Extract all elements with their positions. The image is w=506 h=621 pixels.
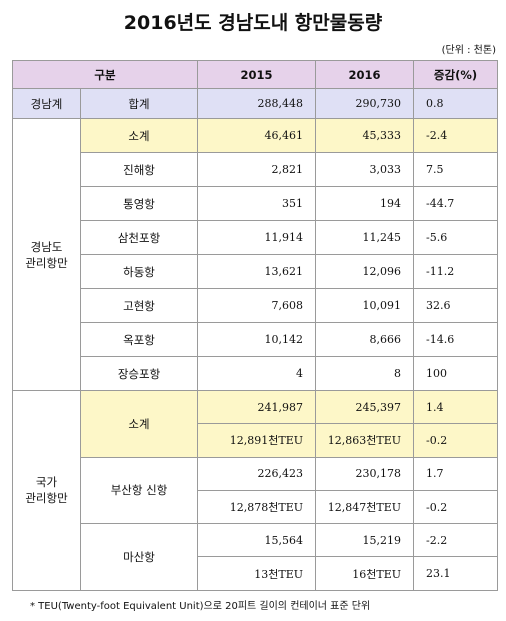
row-name: 삼천포항 — [79, 220, 199, 255]
table-row: 진해항 2,821 3,033 7.5 — [13, 152, 499, 187]
row-name: 장승포항 — [79, 356, 199, 391]
table-row: 부산항 신항 226,423 230,178 1.7 — [13, 456, 499, 525]
table-row: 통영항 351 194 -44.7 — [13, 186, 499, 221]
change-cell: 1.4 — [413, 389, 499, 425]
footnote: * TEU(Twenty-foot Equivalent Unit)으로 20피… — [30, 601, 371, 612]
row-name: 소계 — [79, 390, 199, 458]
value-cell: 12,096 — [315, 254, 415, 289]
value-cell: 351 — [197, 186, 317, 221]
row-name: 마산항 — [79, 523, 199, 591]
table-row: 경남계 합계 288,448 290,730 0.8 — [12, 88, 499, 119]
row-name: 하동항 — [79, 254, 199, 289]
value-cell: 45,333 — [315, 118, 415, 153]
value-cell: 3,033 — [315, 152, 415, 187]
value-cell: 226,423 — [197, 456, 317, 491]
header-cell: 2016 — [315, 60, 415, 89]
value-cell: 245,397 — [315, 389, 415, 425]
value-cell: 290,730 — [315, 88, 415, 119]
change-cell: 100 — [413, 356, 499, 391]
change-cell: 0.8 — [413, 88, 499, 119]
table-row: 12,891천TEU 12,863천TEU -0.2 — [13, 423, 499, 458]
change-cell: -44.7 — [413, 186, 499, 221]
group-label-line: 관리항만 — [25, 255, 68, 270]
table-row: 12,878천TEU 12,847천TEU -0.2 — [13, 489, 499, 525]
row-name: 진해항 — [79, 152, 199, 187]
value-cell: 10,091 — [315, 288, 415, 323]
row-name: 부산항 신항 — [79, 456, 199, 525]
value-cell: 11,245 — [315, 220, 415, 255]
value-cell: 12,847천TEU — [315, 489, 415, 525]
change-cell: 7.5 — [413, 152, 499, 187]
value-cell: 12,863천TEU — [315, 423, 415, 458]
value-cell: 7,608 — [197, 288, 317, 323]
value-cell: 11,914 — [197, 220, 317, 255]
value-cell: 4 — [197, 356, 317, 391]
header-cell: 2015 — [197, 60, 317, 89]
value-cell: 13,621 — [197, 254, 317, 289]
table-row: 옥포항 10,142 8,666 -14.6 — [13, 322, 499, 357]
value-cell: 8 — [315, 356, 415, 391]
group-label: 경남도 관리항만 — [12, 118, 81, 391]
change-cell: 23.1 — [413, 556, 499, 591]
group-label-line: 관리항만 — [25, 491, 68, 506]
group-label: 경남계 — [12, 88, 81, 119]
row-name: 통영항 — [79, 186, 199, 221]
row-name: 고현항 — [79, 288, 199, 323]
value-cell: 10,142 — [197, 322, 317, 357]
change-cell: -2.4 — [413, 118, 499, 153]
table-row: 경남도 관리항만 소계 46,461 45,333 -2.4 — [12, 118, 499, 391]
value-cell: 13천TEU — [197, 556, 317, 591]
header-cell: 증감(%) — [413, 60, 499, 89]
table-row: 고현항 7,608 10,091 32.6 — [13, 288, 499, 323]
table-row: 장승포항 4 8 100 — [13, 356, 499, 391]
table-row: 13천TEU 16천TEU 23.1 — [13, 556, 499, 591]
group-label: 국가 관리항만 — [12, 390, 81, 591]
value-cell: 12,878천TEU — [197, 489, 317, 525]
group-label-line: 경남계 — [30, 96, 63, 111]
group-label-line: 경남도 — [30, 239, 63, 254]
value-cell: 15,219 — [315, 523, 415, 558]
value-cell: 8,666 — [315, 322, 415, 357]
change-cell: -14.6 — [413, 322, 499, 357]
title: 2016년도 경남도내 항만물동량 — [123, 12, 383, 34]
value-cell: 2,821 — [197, 152, 317, 187]
change-cell: -2.2 — [413, 523, 499, 558]
table-body: 구분 2015 2016 증감(%) 경남계 합계 288,448 290,730 0.8 경남도… — [11, 60, 499, 591]
table-row: 국가 관리항만 소계 241,987 245,397 1.4 — [12, 389, 499, 591]
value-cell: 288,448 — [197, 88, 317, 119]
value-cell: 194 — [315, 186, 415, 221]
table-row: 삼천포항 11,914 11,245 -5.6 — [13, 220, 499, 255]
change-cell: -0.2 — [413, 489, 499, 525]
header-cell: 구분 — [11, 60, 199, 89]
row-name: 옥포항 — [79, 322, 199, 357]
change-cell: 32.6 — [413, 288, 499, 323]
value-cell: 15,564 — [197, 523, 317, 558]
value-cell: 241,987 — [197, 389, 317, 425]
change-cell: -5.6 — [413, 220, 499, 255]
value-cell: 16천TEU — [315, 556, 415, 591]
unit-note: (단위 : 천톤) — [441, 45, 496, 56]
table-row: 마산항 15,564 15,219 -2.2 — [13, 523, 499, 591]
header-row: 구분 2015 2016 증감(%) — [11, 60, 499, 89]
change-cell: -0.2 — [413, 423, 499, 458]
table-row: 하동항 13,621 12,096 -11.2 — [13, 254, 499, 289]
row-name: 합계 — [79, 88, 199, 119]
value-cell: 12,891천TEU — [197, 423, 317, 458]
value-cell: 230,178 — [315, 456, 415, 491]
table: 구분 2015 2016 증감(%) 경남계 합계 288,448 290,730 0.8 경남도… — [11, 60, 499, 591]
change-cell: 1.7 — [413, 456, 499, 491]
change-cell: -11.2 — [413, 254, 499, 289]
value-cell: 46,461 — [197, 118, 317, 153]
row-name: 소계 — [79, 118, 199, 153]
group-label-line: 국가 — [35, 475, 58, 490]
